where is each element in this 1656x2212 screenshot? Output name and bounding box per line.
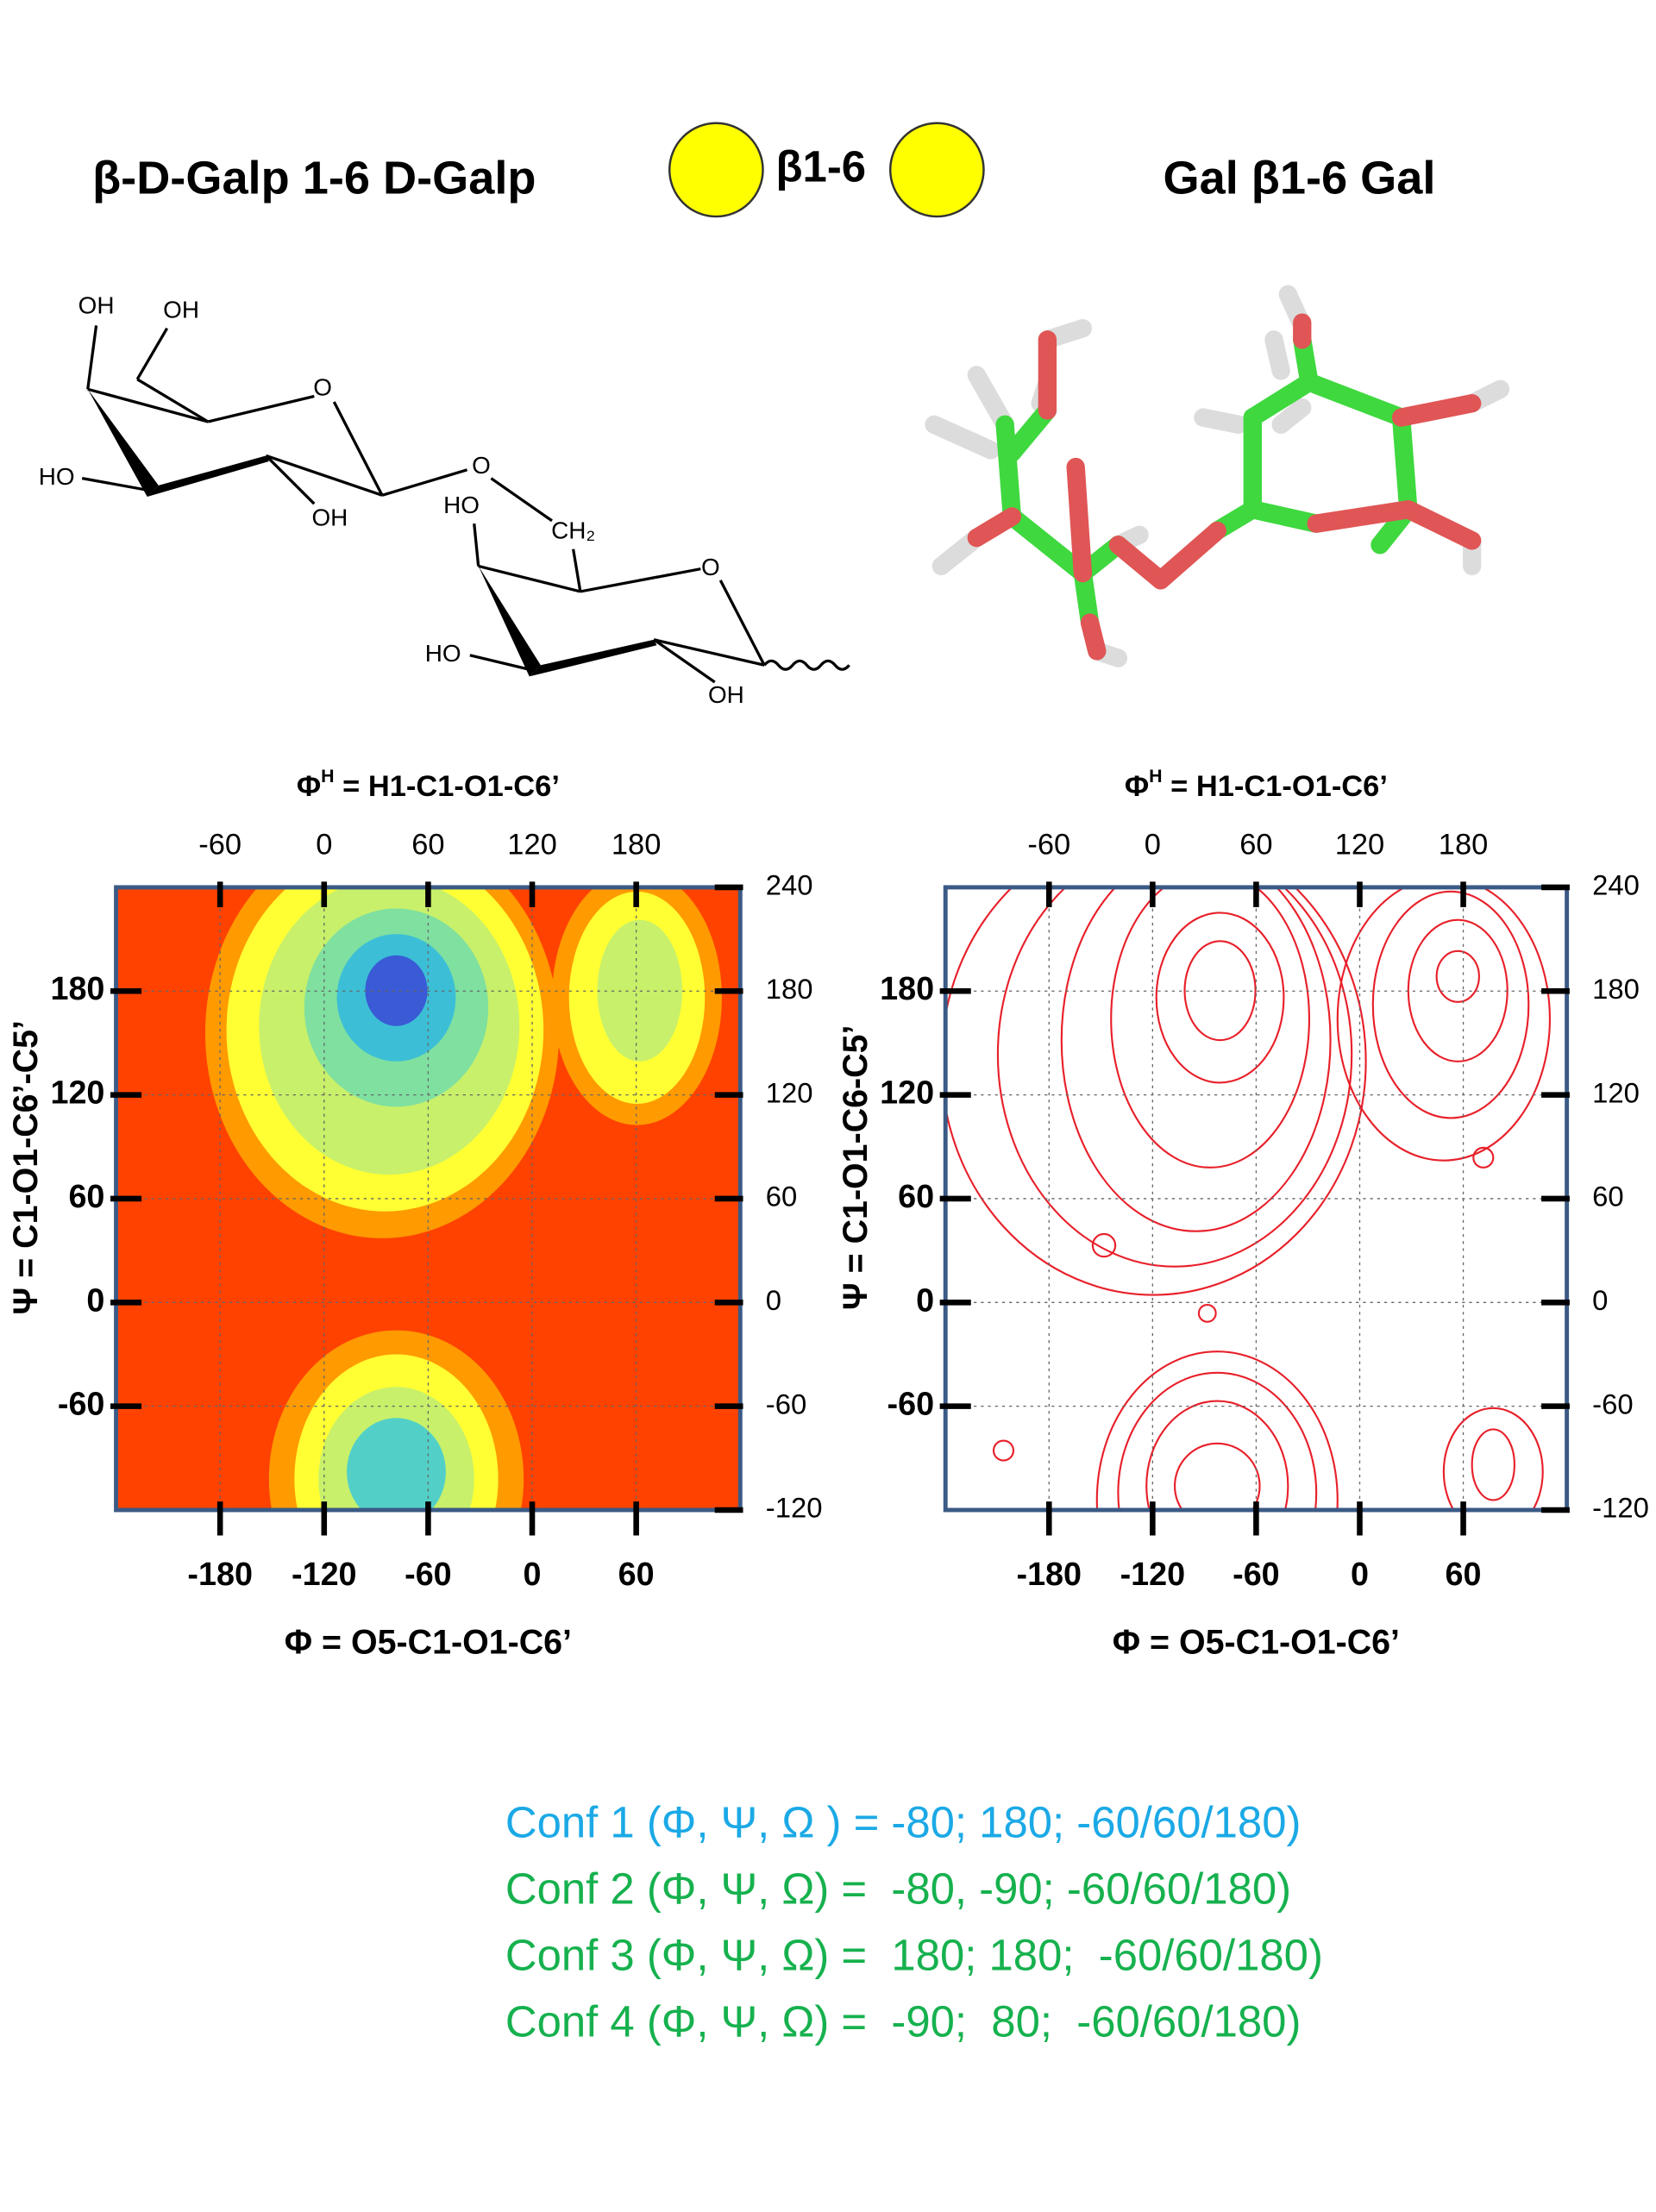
top-axis-title-part: H — [1149, 766, 1162, 786]
y2-tick-label: 240 — [1592, 869, 1640, 901]
y2-tick-label: 180 — [1592, 973, 1640, 1005]
gal-symbol — [668, 122, 764, 218]
top-tick-label: 0 — [316, 828, 332, 861]
atom-label: CH₂ — [551, 517, 595, 543]
top-tick-label: 60 — [411, 828, 444, 861]
x-tick-label: 0 — [1351, 1556, 1369, 1592]
y2-tick-label: 0 — [1592, 1284, 1608, 1316]
atom-label: HO — [443, 492, 480, 518]
x-tick-label: 60 — [1446, 1556, 1482, 1592]
conformation-line: Conf 3 (Φ, Ψ, Ω) = 180; 180; -60/60/180) — [505, 1931, 1323, 1980]
top-axis-title-part: = H1-C1-O1-C6’ — [1163, 770, 1388, 803]
y2-tick-label: 0 — [766, 1284, 781, 1316]
top-axis-title-part: Φ — [1125, 770, 1149, 803]
conformation-line: Conf 2 (Φ, Ψ, Ω) = -80, -90; -60/60/180) — [505, 1864, 1291, 1913]
x-axis-title: Φ = O5-C1-O1-C6’ — [1113, 1623, 1400, 1661]
atom-label: O — [313, 374, 332, 401]
x-tick-label: 0 — [524, 1556, 542, 1592]
top-tick-label: 120 — [1335, 828, 1384, 861]
y-tick-label: -60 — [888, 1386, 935, 1422]
x-tick-label: 60 — [618, 1556, 655, 1592]
atom-label: O — [701, 554, 720, 580]
conformation-line: Conf 1 (Φ, Ψ, Ω ) = -80; 180; -60/60/180… — [505, 1797, 1302, 1846]
y-tick-label: -60 — [58, 1386, 105, 1422]
y-tick-label: 180 — [880, 970, 934, 1006]
top-tick-label: -60 — [198, 828, 242, 861]
top-tick-label: 120 — [507, 828, 556, 861]
y-tick-label: 60 — [68, 1178, 104, 1214]
y2-tick-label: 120 — [766, 1076, 813, 1108]
top-tick-label: 180 — [612, 828, 661, 861]
x-axis-title: Φ = O5-C1-O1-C6’ — [285, 1623, 572, 1661]
y2-tick-label: 180 — [766, 973, 813, 1005]
contours — [945, 887, 1551, 1510]
top-tick-label: -60 — [1027, 828, 1070, 861]
atom-label: OH — [163, 296, 199, 323]
atom-label: O — [472, 452, 491, 479]
y2-tick-label: 240 — [766, 869, 813, 901]
linkage-label: β1-6 — [776, 141, 867, 191]
structure-wedges — [87, 389, 657, 677]
conformations: Conf 1 (Φ, Ψ, Ω ) = -80; 180; -60/60/180… — [505, 1797, 1323, 2046]
right-title: Gal β1-6 Gal — [1164, 152, 1436, 204]
x-tick-label: -60 — [405, 1556, 452, 1592]
x-tick-label: -60 — [1233, 1556, 1280, 1592]
top-tick-label: 0 — [1145, 828, 1161, 861]
top-tick-label: 60 — [1239, 828, 1272, 861]
y2-tick-label: -120 — [1592, 1492, 1649, 1524]
conformation-line: Conf 4 (Φ, Ψ, Ω) = -90; 80; -60/60/180) — [505, 1997, 1302, 2046]
y2-tick-label: -60 — [766, 1388, 806, 1419]
atom-label: HO — [39, 463, 75, 490]
y2-tick-label: 60 — [1592, 1181, 1624, 1213]
y-tick-label: 0 — [916, 1281, 934, 1318]
atom-label: OH — [311, 504, 348, 531]
atom-label: OH — [78, 291, 115, 318]
atom-label: OH — [708, 681, 744, 708]
y2-tick-label: 60 — [766, 1181, 798, 1213]
structure-bonds — [81, 325, 850, 684]
y2-tick-label: 120 — [1592, 1076, 1640, 1108]
x-tick-label: -120 — [292, 1556, 357, 1592]
top-axis-title: ΦH = H1-C1-O1-C6’ — [297, 766, 560, 804]
atom-label: HO — [425, 640, 461, 667]
gal-symbol — [888, 122, 985, 218]
y-axis-title: Ψ = C1-O1-C6’-C5’ — [7, 1020, 45, 1314]
axes: ΦH = H1-C1-O1-C6’-60 0 60 120 180-180 -120 -60… — [7, 766, 1649, 1662]
top-axis-title-part: Φ — [297, 770, 321, 803]
y-tick-label: 120 — [50, 1075, 104, 1111]
x-tick-label: -180 — [187, 1556, 253, 1592]
top-axis-title-part: = H1-C1-O1-C6’ — [335, 770, 560, 803]
y-tick-label: 180 — [50, 970, 104, 1006]
y-axis-title: Ψ = C1-O1-C6-C5’ — [837, 1025, 875, 1311]
top-axis-title: ΦH = H1-C1-O1-C6’ — [1125, 766, 1388, 804]
y2-tick-label: -120 — [766, 1492, 823, 1524]
y2-tick-label: -60 — [1592, 1388, 1633, 1419]
left-title: β-D-Galp 1-6 D-Galp — [92, 152, 536, 204]
top-axis-title-part: H — [321, 766, 334, 786]
x-tick-label: -120 — [1120, 1556, 1186, 1592]
x-tick-label: -180 — [1017, 1556, 1082, 1592]
top-tick-label: 180 — [1439, 828, 1488, 861]
y-tick-label: 120 — [880, 1075, 934, 1111]
y-tick-label: 0 — [86, 1281, 104, 1318]
stick-model — [925, 285, 1510, 667]
y-tick-label: 60 — [898, 1178, 934, 1214]
